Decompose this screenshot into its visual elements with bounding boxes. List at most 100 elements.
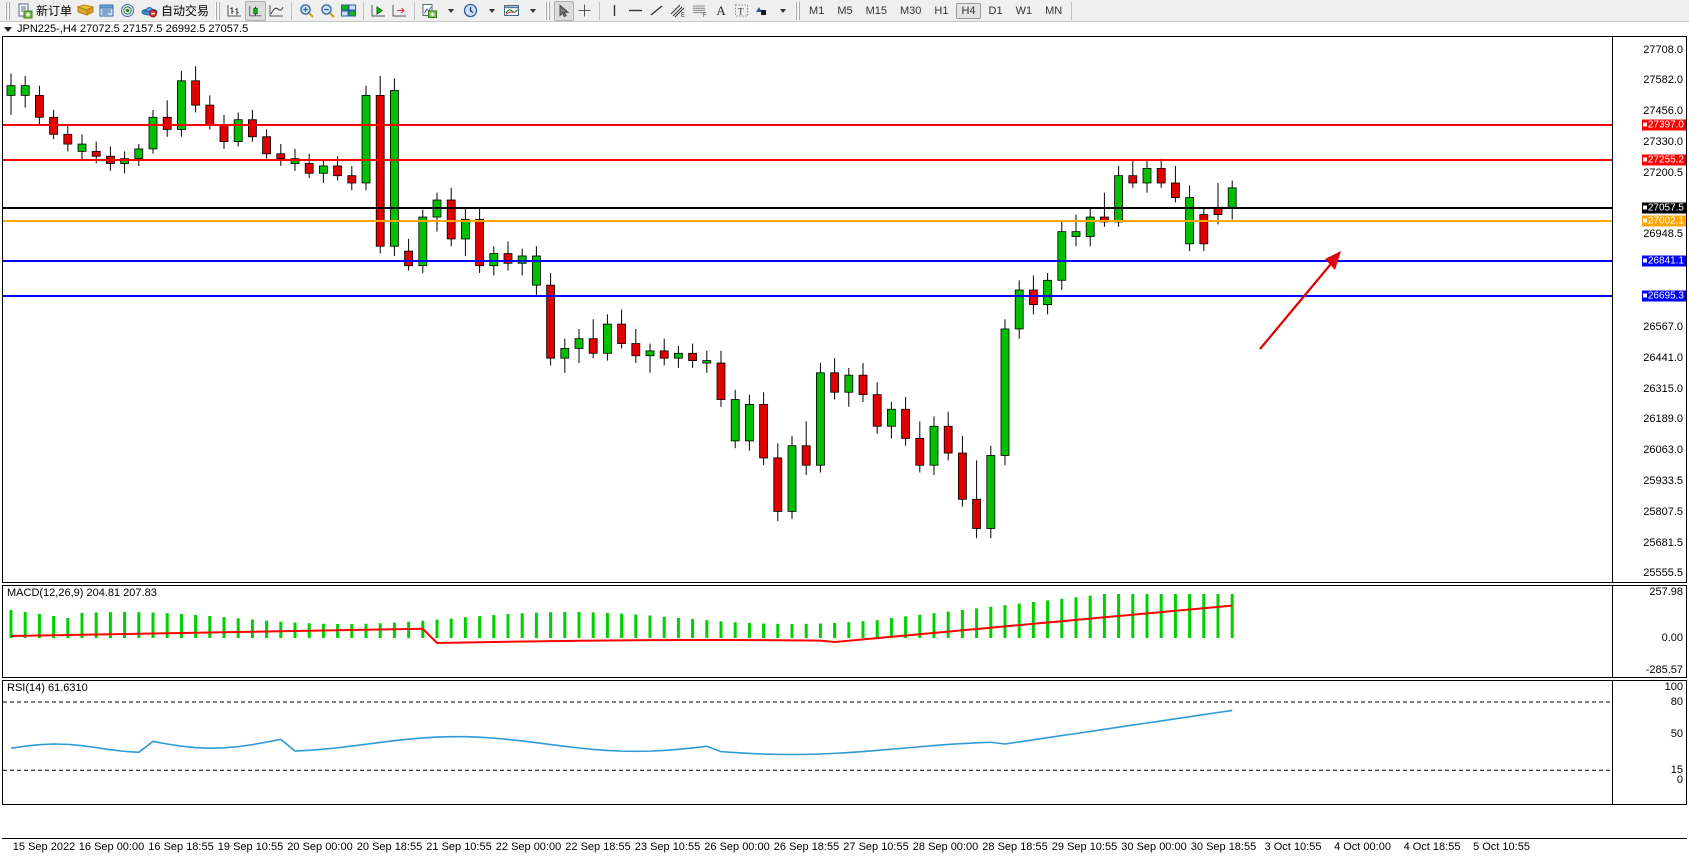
template-icon	[504, 5, 520, 16]
macd-plot-area	[3, 586, 1686, 677]
price-line-pivot[interactable]	[3, 220, 1612, 223]
price-tag-resistance-1[interactable]: 27255.2	[1641, 154, 1686, 166]
time-label: 4 Oct 00:00	[1334, 841, 1391, 853]
chevron-down-icon	[447, 8, 454, 13]
new-order-button[interactable]: 新订单	[14, 1, 75, 21]
toolbar-grip-2[interactable]	[215, 1, 222, 20]
tile-windows-button[interactable]	[338, 1, 359, 21]
period-button[interactable]	[460, 1, 481, 21]
cursor-button[interactable]	[554, 0, 575, 21]
chevron-down-icon	[488, 8, 495, 13]
timeframe-m15[interactable]: M15	[865, 4, 887, 17]
time-label: 5 Oct 10:55	[1473, 841, 1530, 853]
macd-tick: 0.00	[1661, 632, 1683, 644]
zoom-in-button[interactable]	[296, 1, 317, 21]
price-tick: 26063.0	[1643, 443, 1683, 456]
timeframe-m5[interactable]: M5	[837, 4, 853, 17]
price-line-support-2[interactable]	[3, 295, 1612, 298]
timeframe-h4[interactable]: H4	[956, 2, 981, 19]
timeframe-group: M1 M5 M15 M30 H1 H4 D1 W1 MN	[804, 2, 1067, 19]
price-tick: 25681.5	[1643, 536, 1683, 549]
time-axis[interactable]: 15 Sep 2022 16 Sep 00:00 16 Sep 18:55 19 Se…	[2, 838, 1687, 857]
price-tick: 27708.0	[1643, 43, 1683, 56]
rsi-tick: 50	[1670, 727, 1683, 740]
time-label: 20 Sep 00:00	[287, 841, 353, 853]
new-chart-dropdown[interactable]	[440, 1, 460, 21]
timeframe-w1[interactable]: W1	[1015, 4, 1033, 17]
price-tick: 26948.5	[1643, 228, 1683, 241]
auto-scroll-button[interactable]	[368, 1, 389, 21]
timeframe-m30[interactable]: M30	[900, 4, 922, 17]
vertical-line-button[interactable]	[604, 1, 625, 21]
signals-button[interactable]	[117, 1, 138, 21]
price-tag-support-1[interactable]: 26841.1	[1641, 255, 1686, 267]
toolbar-separator-5	[1071, 1, 1073, 20]
shift-icon	[392, 5, 407, 17]
toolbar-grip-4[interactable]	[795, 1, 802, 20]
price-scale-axis[interactable]: 27708.0 27582.0 27456.0 27330.0 27200.5 27057…	[1612, 37, 1686, 582]
toolbar-grip[interactable]	[5, 1, 11, 20]
rsi-pane[interactable]: RSI(14) 61.6310 100 80 50 15 0	[2, 680, 1687, 805]
chart-plus-icon	[422, 4, 438, 18]
rsi-tick: 15	[1670, 764, 1683, 777]
symbol-info-text: JPN225-,H4 27072.5 27157.5 26992.5 27057…	[17, 23, 249, 35]
timeframe-d1[interactable]: D1	[988, 4, 1003, 17]
svg-text:F: F	[703, 13, 707, 18]
price-tick: 27330.0	[1643, 135, 1683, 148]
shapes-dropdown[interactable]	[772, 1, 792, 21]
price-pane[interactable]: 27708.0 27582.0 27456.0 27330.0 27200.5 27057…	[2, 36, 1687, 583]
radar-icon	[121, 4, 135, 17]
chart-panes: 27708.0 27582.0 27456.0 27330.0 27200.5 27057…	[0, 36, 1689, 857]
time-label: 19 Sep 10:55	[217, 841, 284, 853]
line-chart-button[interactable]	[266, 1, 287, 21]
new-chart-button[interactable]	[419, 1, 440, 21]
chart-shift-button[interactable]	[389, 1, 410, 21]
price-tick: 26189.0	[1643, 413, 1683, 426]
main-toolbar: 新订单	[0, 0, 1689, 22]
folder-button[interactable]	[75, 1, 96, 21]
toolbar-separator-1	[291, 1, 293, 20]
time-label: 28 Sep 00:00	[912, 841, 979, 853]
text-button[interactable]: A	[711, 1, 731, 21]
svg-text:T: T	[738, 7, 744, 17]
timeframe-m1[interactable]: M1	[809, 4, 825, 17]
data-window-button[interactable]	[96, 1, 117, 21]
price-line-current-price[interactable]	[3, 206, 1612, 209]
macd-series	[9, 594, 1234, 645]
timeframe-h1[interactable]: H1	[934, 4, 949, 17]
templates-button[interactable]	[501, 1, 522, 21]
period-dropdown[interactable]	[481, 1, 501, 21]
line-chart-icon	[269, 5, 284, 17]
chart-menu-icon[interactable]	[4, 26, 12, 32]
price-tag-current-price[interactable]: 27057.5	[1641, 202, 1686, 214]
price-line-resistance-1[interactable]	[3, 158, 1612, 161]
price-tag-pivot[interactable]: 27002.1	[1641, 215, 1686, 227]
horizontal-line-button[interactable]	[625, 1, 646, 21]
crosshair-button[interactable]	[574, 1, 595, 21]
bar-chart-button[interactable]	[224, 1, 245, 21]
candlestick-chart-button[interactable]	[245, 0, 267, 21]
auto-trading-label: 自动交易	[161, 4, 210, 18]
price-tag-support-2[interactable]: 26695.3	[1641, 290, 1686, 302]
equidistant-channel-button[interactable]: E	[667, 1, 689, 21]
cursor-icon	[559, 3, 570, 17]
fibonacci-button[interactable]: F	[689, 1, 711, 21]
price-line-support-1[interactable]	[3, 259, 1612, 262]
macd-pane[interactable]: MACD(12,26,9) 204.81 207.83 257.98 0.00 -2…	[2, 585, 1687, 678]
time-label: 26 Sep 00:00	[704, 841, 770, 853]
trendline-button[interactable]	[646, 1, 667, 21]
zoom-out-button[interactable]	[317, 1, 338, 21]
timeframe-mn[interactable]: MN	[1045, 4, 1063, 17]
toolbar-grip-3[interactable]	[545, 1, 552, 20]
chevron-down-icon	[529, 8, 536, 13]
templates-dropdown[interactable]	[522, 1, 542, 21]
auto-trading-button[interactable]: 自动交易	[138, 1, 212, 21]
price-line-resistance-2[interactable]	[3, 124, 1612, 127]
price-tag-resistance-2[interactable]: 27397.0	[1641, 119, 1686, 131]
price-tick: 25933.5	[1643, 475, 1683, 488]
shapes-button[interactable]	[751, 1, 772, 21]
rsi-tick: 100	[1664, 681, 1683, 693]
text-label-button[interactable]: T	[731, 1, 751, 21]
time-label: 30 Sep 00:00	[1121, 841, 1187, 853]
